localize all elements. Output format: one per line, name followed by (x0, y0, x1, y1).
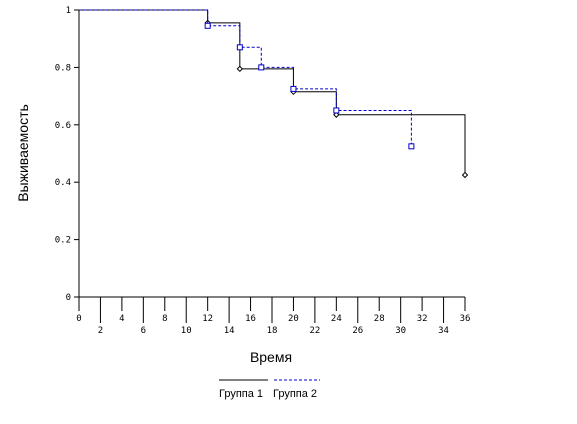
x-tick-label: 20 (288, 314, 299, 324)
censor-marker-group-1 (461, 171, 469, 179)
x-tick-label: 24 (331, 314, 342, 324)
x-tick-label: 10 (181, 326, 192, 336)
tick-marks: 00.20.40.60.810 4 8 12 16 20 24 28 32 362 6 10 14 18 2… (55, 6, 471, 336)
x-tick-label: 12 (202, 314, 213, 324)
axes (78, 10, 465, 298)
censor-marker-group-2 (236, 44, 243, 51)
x-tick-label: 16 (245, 314, 256, 324)
x-tick-label: 0 (76, 314, 81, 324)
x-axis-label: Время (250, 349, 292, 365)
y-tick-label: 0.4 (55, 178, 71, 188)
x-tick-label: 32 (417, 314, 428, 324)
x-tick-label: 34 (438, 326, 449, 336)
series-layer (79, 9, 469, 179)
y-tick-label: 1 (66, 6, 71, 16)
y-tick-label: 0.8 (55, 63, 71, 73)
censor-marker-group-1 (333, 111, 340, 118)
x-tick-label: 8 (162, 314, 167, 324)
x-tick-label: 4 (119, 314, 124, 324)
censor-marker-group-2 (204, 22, 211, 29)
censor-marker-group-2 (290, 85, 297, 92)
y-tick-label: 0.6 (55, 121, 71, 131)
censor-marker-group-1 (236, 65, 244, 73)
x-tick-label: 36 (460, 314, 471, 324)
x-tick-label: 22 (309, 326, 320, 336)
legend-label-group-2: Группа 2 (273, 388, 317, 400)
y-axis-label: Выживаемость (15, 104, 31, 202)
x-tick-label: 26 (352, 326, 363, 336)
legend-label-group-1: Группа 1 (219, 388, 263, 400)
x-tick-label: 2 (98, 326, 103, 336)
series-line-group-1 (79, 9, 466, 176)
series-line-group-2 (79, 9, 412, 147)
x-tick-label: 18 (267, 326, 278, 336)
censor-marker-group-2 (333, 107, 340, 114)
x-tick-label: 28 (374, 314, 385, 324)
legend: Группа 1 Группа 2 (219, 379, 320, 400)
censor-marker-group-2 (258, 64, 265, 71)
x-tick-label: 6 (141, 326, 146, 336)
x-tick-label: 14 (224, 326, 235, 336)
y-tick-label: 0 (66, 293, 71, 303)
x-tick-label: 30 (395, 326, 406, 336)
y-tick-label: 0.2 (55, 236, 71, 246)
censor-marker-group-2 (408, 143, 415, 150)
